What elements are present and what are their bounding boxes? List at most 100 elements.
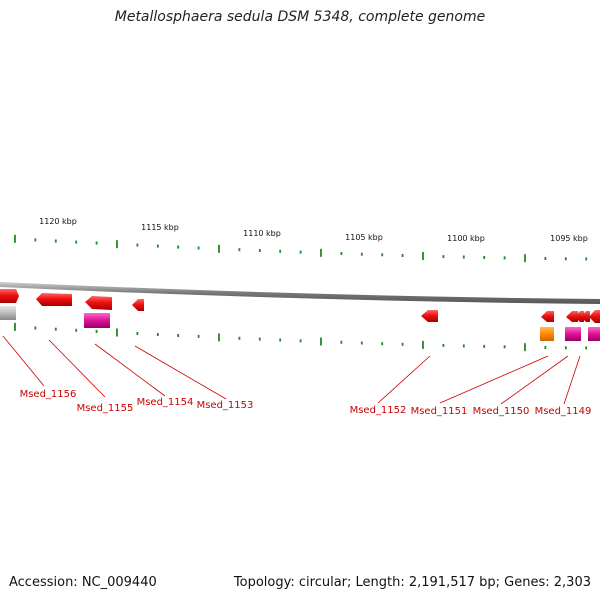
- scale-ticks-outer: [14, 234, 588, 263]
- scale-ticks-inner: [14, 322, 588, 352]
- gene-labels: Msed_1156 Msed_1155 Msed_1154 Msed_1153 …: [20, 389, 592, 417]
- minor-tick: [136, 243, 139, 247]
- major-tick: [320, 337, 322, 346]
- minor-tick: [360, 341, 363, 345]
- rna-box[interactable]: [588, 327, 600, 341]
- scale-label: 1115 kbp: [141, 223, 179, 232]
- minor-tick: [340, 340, 343, 344]
- leader-line: [48, 339, 106, 398]
- misc-feature-box[interactable]: [540, 327, 554, 341]
- minor-tick: [95, 329, 98, 333]
- gene-arrow[interactable]: [85, 296, 112, 310]
- pseudogene-box[interactable]: [0, 306, 16, 320]
- accession-text: Accession: NC_009440: [9, 575, 157, 590]
- minor-tick: [75, 240, 78, 244]
- scale-label: 1120 kbp: [39, 217, 77, 226]
- minor-tick: [156, 333, 159, 336]
- minor-tick: [503, 256, 506, 260]
- major-tick: [524, 343, 526, 352]
- gene-label[interactable]: Msed_1155: [77, 403, 134, 414]
- leader-line: [94, 343, 166, 397]
- minor-tick: [585, 346, 588, 350]
- gene-label[interactable]: Msed_1156: [20, 389, 77, 400]
- major-tick: [218, 333, 220, 342]
- rna-box[interactable]: [84, 313, 110, 328]
- minor-tick: [360, 252, 363, 256]
- gene-label[interactable]: Msed_1151: [411, 406, 468, 417]
- gene-arrow[interactable]: [36, 293, 72, 306]
- gene-features: [0, 289, 600, 341]
- scale-label: 1100 kbp: [447, 234, 485, 243]
- minor-tick: [299, 339, 302, 343]
- scale-labels: 1120 kbp 1115 kbp 1110 kbp 1105 kbp 1100…: [39, 217, 588, 243]
- gene-arrow[interactable]: [541, 311, 554, 322]
- minor-tick: [381, 342, 384, 346]
- minor-tick: [156, 244, 159, 248]
- minor-tick: [381, 253, 384, 257]
- minor-tick: [564, 257, 567, 261]
- gene-arrow[interactable]: [589, 310, 600, 323]
- minor-tick: [54, 327, 57, 331]
- major-tick: [422, 252, 424, 260]
- minor-tick: [279, 249, 282, 253]
- minor-tick: [401, 342, 404, 346]
- genome-backbone: [0, 282, 600, 304]
- minor-tick: [483, 344, 486, 348]
- gene-label[interactable]: Msed_1150: [473, 406, 530, 417]
- leader-line: [439, 355, 549, 404]
- minor-tick: [503, 345, 506, 349]
- genome-title: Metallosphaera sedula DSM 5348, complete…: [114, 9, 486, 25]
- minor-tick: [279, 338, 282, 342]
- scale-label: 1105 kbp: [345, 233, 383, 242]
- gene-arrow[interactable]: [566, 311, 578, 322]
- minor-tick: [442, 255, 445, 259]
- gene-arrow[interactable]: [132, 299, 144, 311]
- leader-line: [134, 345, 227, 400]
- minor-tick: [136, 332, 139, 335]
- minor-tick: [238, 248, 241, 252]
- minor-tick: [34, 238, 37, 242]
- major-tick: [320, 248, 322, 257]
- minor-tick: [564, 346, 567, 350]
- gene-arrow[interactable]: [0, 289, 19, 303]
- gene-arrow[interactable]: [421, 310, 438, 322]
- gene-arrow[interactable]: [581, 311, 590, 322]
- minor-tick: [299, 250, 302, 254]
- gene-label[interactable]: Msed_1152: [350, 405, 407, 416]
- minor-tick: [54, 239, 57, 243]
- minor-tick: [340, 252, 343, 255]
- scale-label: 1110 kbp: [243, 229, 281, 238]
- major-tick: [218, 244, 220, 253]
- gene-label[interactable]: Msed_1149: [535, 406, 592, 417]
- scale-label: 1095 kbp: [550, 234, 588, 243]
- major-tick: [116, 328, 118, 337]
- gene-label[interactable]: Msed_1153: [197, 400, 254, 411]
- major-tick: [14, 234, 16, 243]
- leader-line: [2, 335, 45, 387]
- minor-tick: [585, 257, 588, 261]
- minor-tick: [95, 241, 98, 245]
- leader-line: [563, 355, 581, 405]
- minor-tick: [462, 255, 465, 259]
- minor-tick: [544, 257, 547, 260]
- minor-tick: [258, 249, 261, 252]
- minor-tick: [177, 334, 180, 337]
- minor-tick: [238, 336, 241, 340]
- leader-line: [377, 355, 431, 404]
- minor-tick: [197, 246, 200, 250]
- gene-arrow[interactable]: [575, 311, 584, 322]
- gene-label[interactable]: Msed_1154: [137, 397, 194, 408]
- minor-tick: [483, 256, 486, 259]
- major-tick: [116, 240, 118, 249]
- leader-line: [500, 355, 569, 405]
- major-tick: [14, 322, 16, 331]
- minor-tick: [462, 344, 465, 348]
- minor-tick: [544, 346, 547, 349]
- rna-box[interactable]: [565, 327, 581, 341]
- minor-tick: [258, 337, 261, 341]
- minor-tick: [401, 254, 404, 257]
- major-tick: [422, 340, 424, 349]
- minor-tick: [177, 245, 180, 249]
